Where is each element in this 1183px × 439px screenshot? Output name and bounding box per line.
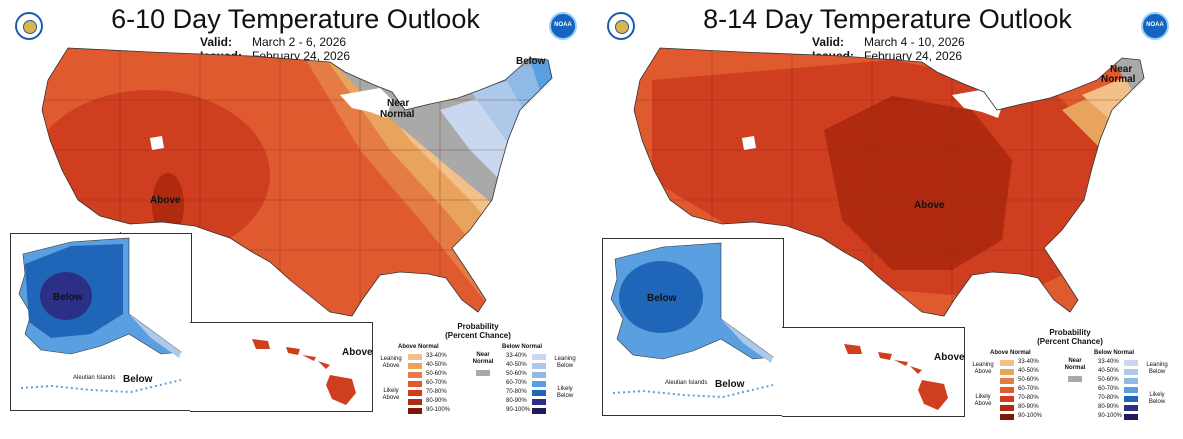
- legend-range-label: 70-80%: [506, 389, 527, 395]
- legend-swatch-above: [408, 363, 422, 369]
- legend-range-label: 90-100%: [1098, 413, 1123, 419]
- legend-range-label: 50-60%: [1018, 377, 1039, 383]
- legend-swatch-above: [408, 372, 422, 378]
- region-above-80-90: [152, 173, 184, 237]
- legend-range-label: 90-100%: [506, 407, 531, 413]
- label-near-1: Near: [1110, 64, 1132, 75]
- legend-range-label: 40-50%: [1018, 368, 1039, 374]
- panel-title: 8-14 Day Temperature Outlook: [703, 4, 1072, 34]
- legend-range-label: 70-80%: [1098, 395, 1119, 401]
- legend-swatch-above: [1000, 360, 1014, 366]
- commerce-seal-icon: [607, 12, 635, 40]
- legend-swatch-below: [532, 363, 546, 369]
- legend-swatch-above: [408, 390, 422, 396]
- label-hawaii-above: Above: [934, 352, 964, 363]
- label-hawaii-above: Above: [342, 347, 372, 358]
- legend-range-label: 50-60%: [506, 371, 527, 377]
- legend-swatch-below: [532, 354, 546, 360]
- legend-range-label: 40-50%: [506, 362, 527, 368]
- outlook-panel-6-10: 6-10 Day Temperature Outlook NOAA Valid:…: [0, 0, 591, 439]
- legend-swatch-above: [1000, 369, 1014, 375]
- legend-swatch-above: [1000, 396, 1014, 402]
- label-near-2: Normal: [1101, 74, 1136, 85]
- legend-swatch-below: [1124, 396, 1138, 402]
- label-below: Below: [516, 56, 546, 67]
- region-above-80-90: [824, 96, 1012, 270]
- outlook-panel-8-14: 8-14 Day Temperature Outlook NOAA Valid:…: [592, 0, 1183, 439]
- legend-range-label: 40-50%: [426, 362, 447, 368]
- legend-range-label: 33-40%: [1018, 359, 1039, 365]
- legend-swatch-above: [1000, 378, 1014, 384]
- label-aleutian-islands: Aleutian Islands: [73, 375, 115, 381]
- label-above: Above: [914, 200, 945, 211]
- commerce-seal-icon: [15, 12, 43, 40]
- hawaii-inset: Above: [190, 322, 373, 412]
- legend-swatch-below: [532, 381, 546, 387]
- label-aleutian-islands: Aleutian Islands: [665, 380, 707, 386]
- legend-range-label: 80-90%: [1098, 404, 1119, 410]
- legend-swatch-below: [1124, 369, 1138, 375]
- label-aleutian-below: Below: [123, 374, 153, 385]
- legend-swatch-above: [1000, 414, 1014, 420]
- label-above: Above: [150, 195, 181, 206]
- legend-swatch-below: [1124, 378, 1138, 384]
- aleutian-inset: Aleutian Islands Below: [10, 368, 192, 411]
- legend-swatch-below: [532, 408, 546, 414]
- legend-swatch-above: [408, 354, 422, 360]
- legend-swatch-below: [532, 390, 546, 396]
- legend-swatch-above: [1000, 405, 1014, 411]
- probability-legend: Probability (Percent Chance) Above Normal…: [972, 328, 1168, 420]
- legend-swatch-above: [408, 408, 422, 414]
- legend-swatch-above: [408, 381, 422, 387]
- hawaii-inset: Above: [782, 327, 965, 417]
- legend-range-label: 33-40%: [506, 353, 527, 359]
- legend-range-label: 60-70%: [1018, 386, 1039, 392]
- legend-range-label: 90-100%: [426, 407, 451, 413]
- legend-range-label: 33-40%: [1098, 359, 1119, 365]
- legend-range-label: 80-90%: [506, 398, 527, 404]
- legend-range-label: 80-90%: [426, 398, 447, 404]
- legend-range-label: 50-60%: [1098, 377, 1119, 383]
- aleutian-inset: Aleutian Islands Below: [602, 373, 784, 416]
- legend-range-label: 80-90%: [1018, 404, 1039, 410]
- probability-legend: Probability (Percent Chance) Above Normal…: [380, 322, 576, 414]
- legend-swatch-below: [532, 372, 546, 378]
- legend-range-label: 70-80%: [1018, 395, 1039, 401]
- legend-range-label: 70-80%: [426, 389, 447, 395]
- legend-range-label: 50-60%: [426, 371, 447, 377]
- noaa-logo-icon: NOAA: [549, 12, 577, 40]
- legend-range-label: 33-40%: [426, 353, 447, 359]
- label-alaska-below: Below: [53, 292, 83, 303]
- legend-range-label: 40-50%: [1098, 368, 1119, 374]
- legend-swatch-above: [1000, 387, 1014, 393]
- noaa-logo-icon: NOAA: [1141, 12, 1169, 40]
- legend-swatch-below: [532, 399, 546, 405]
- legend-range-label: 60-70%: [1098, 386, 1119, 392]
- legend-range-label: 60-70%: [426, 380, 447, 386]
- legend-swatch-below: [1124, 405, 1138, 411]
- legend-swatch-below: [1124, 360, 1138, 366]
- alaska-inset: Below: [602, 238, 784, 375]
- legend-swatch-near: [1068, 376, 1082, 382]
- panel-title: 6-10 Day Temperature Outlook: [111, 4, 480, 34]
- label-alaska-below: Below: [647, 293, 677, 304]
- legend-swatch-near: [476, 370, 490, 376]
- label-aleutian-below: Below: [715, 379, 745, 390]
- alaska-inset: Below: [10, 233, 192, 370]
- conus-map: Above Below Near Normal: [41, 47, 553, 323]
- legend-swatch-below: [1124, 414, 1138, 420]
- label-near-1: Near: [387, 98, 409, 109]
- label-near-2: Normal: [380, 109, 415, 120]
- legend-range-label: 60-70%: [506, 380, 527, 386]
- legend-swatch-above: [408, 399, 422, 405]
- legend-swatch-below: [1124, 387, 1138, 393]
- legend-range-label: 90-100%: [1018, 413, 1043, 419]
